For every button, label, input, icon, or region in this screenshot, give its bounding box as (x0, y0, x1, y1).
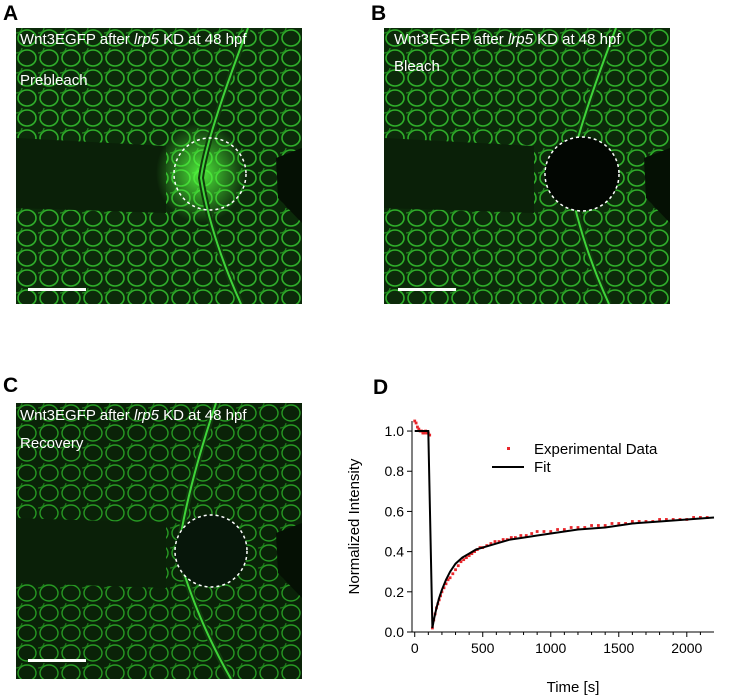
data-point (637, 520, 641, 523)
micrograph-recovery: Wnt3EGFP after lrp5 KD at 48 hpf Recover… (16, 403, 302, 679)
data-point (658, 518, 661, 521)
y-tick-label: 0.0 (385, 624, 405, 640)
data-point (617, 522, 621, 525)
data-point (428, 433, 432, 437)
data-point (509, 536, 513, 539)
data-point (644, 520, 648, 523)
data-point (470, 552, 474, 556)
x-tick-label: 1000 (535, 640, 566, 656)
data-point (535, 530, 539, 533)
data-point (610, 522, 614, 525)
micrograph-prebleach: Wnt3EGFP after lrp5 KD at 48 hpf Preblea… (16, 28, 302, 304)
data-point (569, 526, 573, 529)
data-point (451, 572, 455, 576)
data-point (444, 582, 448, 586)
data-point (596, 524, 600, 527)
y-tick-label: 0.6 (385, 503, 405, 519)
micrograph-image (16, 28, 302, 304)
data-point (493, 540, 497, 543)
data-point (524, 534, 528, 537)
legend-marker-data (507, 447, 510, 450)
micrograph-caption: Wnt3EGFP after lrp5 KD at 48 hpf (20, 407, 247, 424)
data-point (454, 568, 457, 572)
micrograph-image (384, 28, 670, 304)
data-point (698, 516, 702, 519)
y-tick-label: 0.4 (385, 544, 405, 560)
data-point (442, 586, 446, 590)
data-point (501, 538, 505, 541)
bleach-roi-circle (174, 514, 248, 588)
data-point (448, 576, 452, 580)
y-tick-label: 1.0 (385, 423, 405, 439)
y-axis-label: Normalized Intensity (346, 458, 363, 594)
data-point (519, 534, 523, 537)
data-point (459, 560, 463, 564)
data-point (556, 528, 559, 531)
data-point (603, 524, 607, 527)
data-point (416, 425, 419, 429)
scale-bar (28, 659, 86, 662)
micrograph-caption: Wnt3EGFP after lrp5 KD at 48 hpf (20, 31, 247, 48)
data-point (422, 431, 426, 435)
panel-letter-c: C (3, 374, 19, 397)
data-point (414, 421, 418, 425)
x-tick-label: 2000 (671, 640, 702, 656)
y-tick-label: 0.2 (385, 584, 405, 600)
y-tick-label: 0.8 (385, 463, 405, 479)
data-point (462, 558, 466, 562)
data-point (630, 520, 634, 523)
legend-label-data: Experimental Data (534, 441, 658, 458)
data-point (446, 578, 450, 582)
micrograph-stage-label: Recovery (20, 435, 84, 452)
data-point (590, 524, 593, 527)
data-point (664, 518, 668, 521)
bleach-roi-circle (173, 137, 247, 211)
data-point (465, 556, 468, 560)
data-point (542, 530, 546, 533)
data-point (513, 536, 517, 539)
panel-letter-b: B (371, 2, 387, 25)
data-point (671, 518, 675, 521)
data-point (473, 550, 476, 554)
data-point (417, 427, 421, 431)
data-point (456, 564, 460, 568)
micrograph-stage-label: Prebleach (20, 72, 88, 89)
x-axis-label: Time [s] (547, 679, 600, 696)
micrograph-image (16, 403, 302, 679)
data-point (497, 540, 501, 543)
data-point (413, 419, 417, 423)
x-tick-label: 0 (411, 640, 419, 656)
panel-letter-d: D (373, 376, 389, 399)
data-point (530, 532, 534, 535)
x-tick-label: 1500 (603, 640, 634, 656)
data-point (692, 516, 695, 519)
data-point (583, 526, 587, 529)
x-tick-label: 500 (471, 640, 495, 656)
data-point (562, 528, 566, 531)
micrograph-caption: Wnt3EGFP after lrp5 KD at 48 hpf (394, 31, 621, 48)
data-point (489, 542, 493, 545)
bleach-roi-circle (544, 136, 620, 212)
data-point (467, 554, 471, 558)
legend-label-fit: Fit (534, 459, 551, 476)
data-point (576, 526, 580, 529)
data-point (624, 522, 627, 525)
micrograph-bleach: Wnt3EGFP after lrp5 KD at 48 hpf Bleach (384, 28, 670, 304)
fit-curve (414, 430, 715, 629)
micrograph-stage-label: Bleach (394, 58, 440, 75)
scale-bar (398, 288, 456, 291)
scale-bar (28, 288, 86, 291)
panel-letter-a: A (3, 2, 19, 25)
data-point (549, 530, 553, 533)
